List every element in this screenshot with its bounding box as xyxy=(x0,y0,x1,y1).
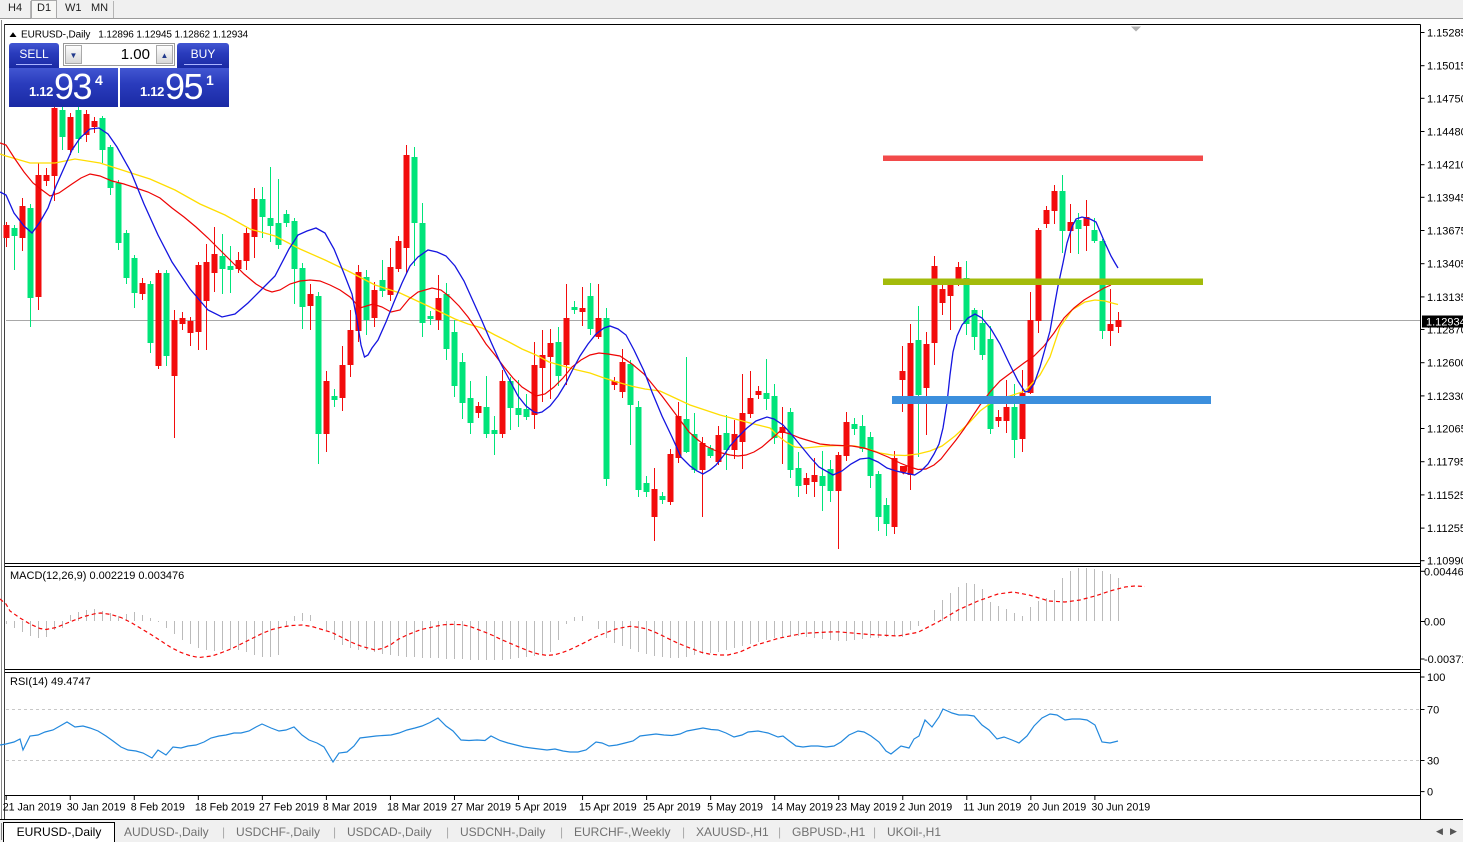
svg-text:1.11525: 1.11525 xyxy=(1427,490,1463,502)
svg-text:1.14750: 1.14750 xyxy=(1427,93,1463,105)
svg-text:1.13405: 1.13405 xyxy=(1427,259,1463,271)
svg-text:0.00: 0.00 xyxy=(1424,617,1445,629)
svg-text:-0.003715: -0.003715 xyxy=(1424,654,1463,666)
svg-text:1.11795: 1.11795 xyxy=(1427,457,1463,469)
svg-text:8 Feb 2019: 8 Feb 2019 xyxy=(131,802,185,814)
svg-text:0.004465: 0.004465 xyxy=(1424,566,1463,578)
svg-text:23 May 2019: 23 May 2019 xyxy=(835,802,897,814)
svg-text:EURUSD-,Daily 1.12896 1.1294: EURUSD-,Daily 1.12896 1.12945 1.12862 1.… xyxy=(21,30,249,41)
svg-text:18 Mar 2019: 18 Mar 2019 xyxy=(387,802,447,814)
svg-text:18 Feb 2019: 18 Feb 2019 xyxy=(195,802,255,814)
svg-text:MACD(12,26,9) 0.002219 0.00347: MACD(12,26,9) 0.002219 0.003476 xyxy=(10,570,184,582)
svg-text:1.15285: 1.15285 xyxy=(1427,28,1463,40)
svg-text:1.13135: 1.13135 xyxy=(1427,292,1463,304)
svg-text:30: 30 xyxy=(1427,756,1439,768)
svg-text:1.12934: 1.12934 xyxy=(1426,317,1463,329)
svg-text:27 Feb 2019: 27 Feb 2019 xyxy=(259,802,319,814)
svg-text:25 Apr 2019: 25 Apr 2019 xyxy=(643,802,701,814)
svg-text:1.12330: 1.12330 xyxy=(1427,391,1463,403)
svg-text:1.12065: 1.12065 xyxy=(1427,424,1463,436)
svg-text:21 Jan 2019: 21 Jan 2019 xyxy=(3,802,62,814)
svg-text:8 Mar 2019: 8 Mar 2019 xyxy=(323,802,377,814)
svg-text:11 Jun 2019: 11 Jun 2019 xyxy=(963,802,1021,814)
svg-text:0: 0 xyxy=(1427,787,1433,799)
svg-text:20 Jun 2019: 20 Jun 2019 xyxy=(1027,802,1086,814)
svg-text:100: 100 xyxy=(1427,672,1445,684)
svg-text:5 May 2019: 5 May 2019 xyxy=(707,802,763,814)
svg-text:1.13675: 1.13675 xyxy=(1427,226,1463,238)
svg-text:1.14480: 1.14480 xyxy=(1427,127,1463,139)
svg-text:1.13945: 1.13945 xyxy=(1427,192,1463,204)
svg-text:70: 70 xyxy=(1427,705,1439,717)
svg-text:30 Jan 2019: 30 Jan 2019 xyxy=(67,802,126,814)
svg-text:5 Apr 2019: 5 Apr 2019 xyxy=(515,802,567,814)
svg-text:1.12600: 1.12600 xyxy=(1427,358,1463,370)
svg-text:15 Apr 2019: 15 Apr 2019 xyxy=(579,802,637,814)
svg-text:1.10990: 1.10990 xyxy=(1427,556,1463,568)
svg-text:14 May 2019: 14 May 2019 xyxy=(771,802,833,814)
svg-text:RSI(14) 49.4747: RSI(14) 49.4747 xyxy=(10,676,91,688)
svg-text:27 Mar 2019: 27 Mar 2019 xyxy=(451,802,511,814)
svg-text:1.11255: 1.11255 xyxy=(1427,523,1463,535)
svg-text:1.14210: 1.14210 xyxy=(1427,160,1463,172)
svg-text:2 Jun 2019: 2 Jun 2019 xyxy=(899,802,952,814)
svg-text:30 Jun 2019: 30 Jun 2019 xyxy=(1091,802,1150,814)
svg-text:1.15015: 1.15015 xyxy=(1427,61,1463,73)
